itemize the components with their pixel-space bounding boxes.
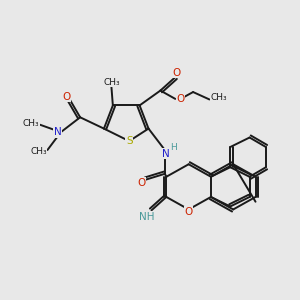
Text: O: O — [176, 94, 185, 104]
Text: CH₃: CH₃ — [30, 147, 47, 156]
Text: O: O — [172, 68, 181, 78]
Text: NH: NH — [139, 212, 155, 222]
Text: O: O — [137, 178, 145, 188]
Text: S: S — [126, 136, 133, 146]
Text: CH₃: CH₃ — [23, 119, 39, 128]
Text: O: O — [184, 207, 193, 217]
Text: N: N — [54, 127, 62, 137]
Text: O: O — [62, 92, 70, 101]
Text: N: N — [163, 148, 170, 159]
Text: H: H — [170, 143, 177, 152]
Text: CH₃: CH₃ — [103, 78, 120, 87]
Text: CH₃: CH₃ — [210, 93, 227, 102]
